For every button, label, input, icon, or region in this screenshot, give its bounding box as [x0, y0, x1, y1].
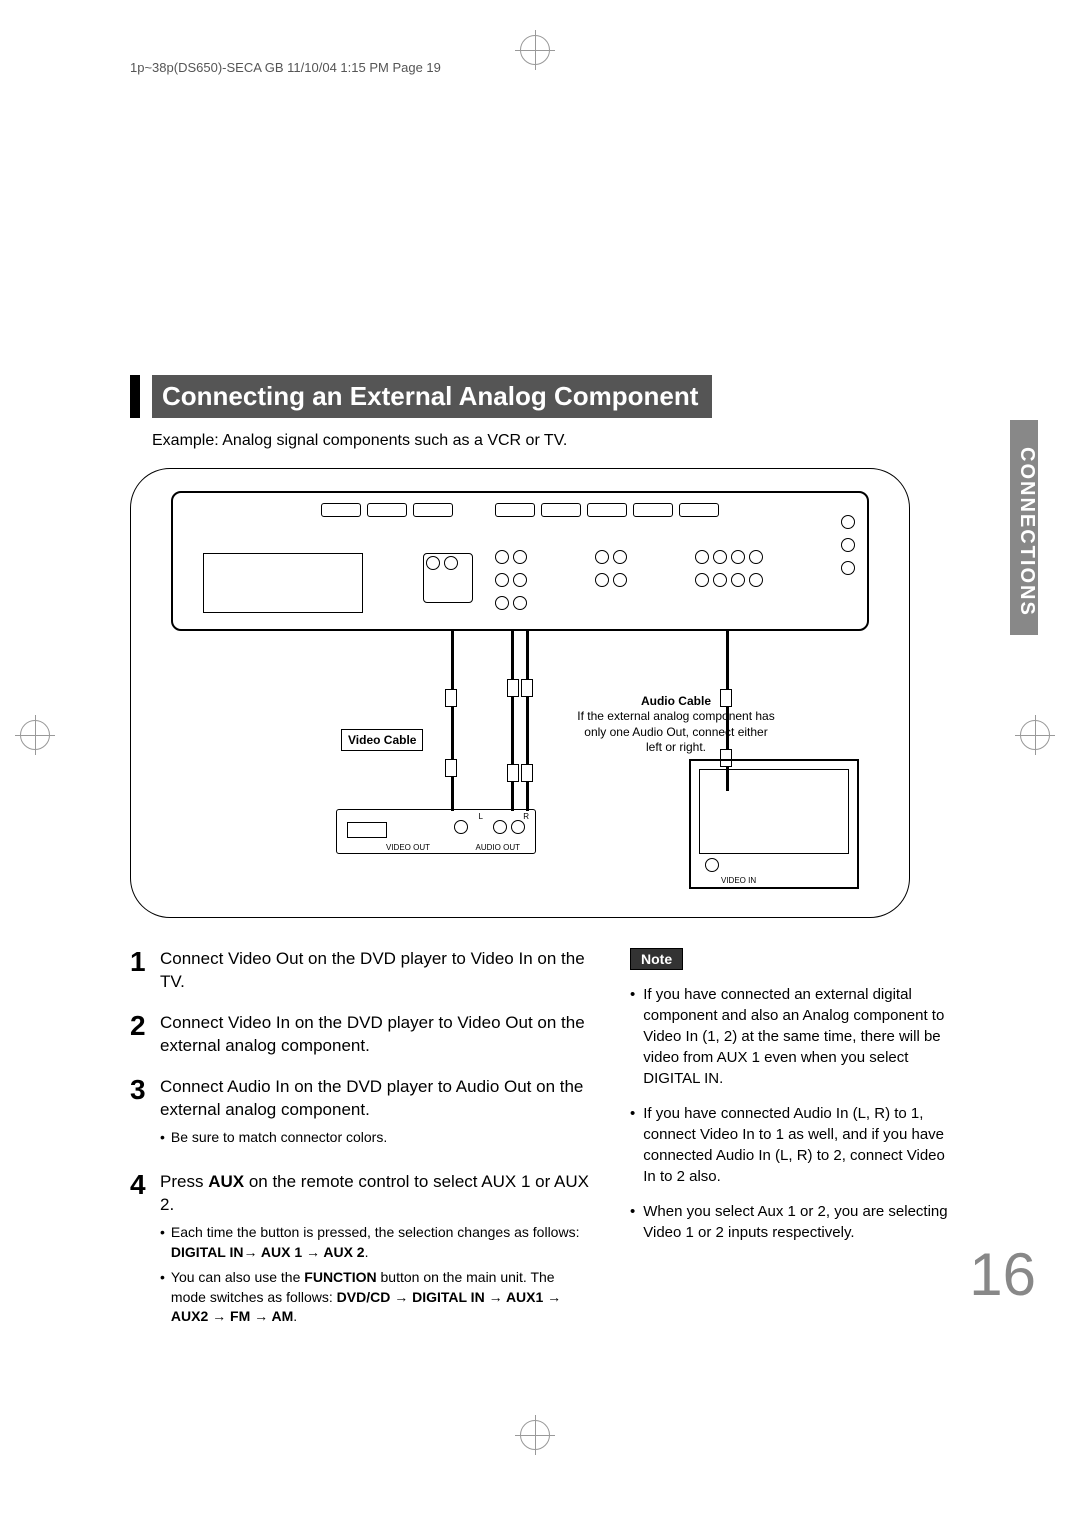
step-body: Connect Video In on the DVD player to Vi…: [160, 1012, 590, 1058]
title-row: Connecting an External Analog Component: [130, 375, 950, 418]
vcr-l-label: L: [479, 812, 483, 821]
step: 3Connect Audio In on the DVD player to A…: [130, 1076, 590, 1153]
subtitle: Example: Analog signal components such a…: [152, 432, 950, 450]
step-number: 1: [130, 948, 160, 994]
note-item: When you select Aux 1 or 2, you are sele…: [630, 1201, 950, 1243]
page-title: Connecting an External Analog Component: [152, 375, 712, 418]
vcr-r-label: R: [523, 812, 529, 821]
step-number: 4: [130, 1171, 160, 1333]
step-number: 3: [130, 1076, 160, 1153]
vcr-audio-out-label: AUDIO OUT: [476, 843, 520, 852]
steps-column: 1Connect Video Out on the DVD player to …: [130, 948, 590, 1351]
connection-diagram: Video Cable Audio Cable If the external …: [130, 468, 910, 918]
step-sub: Each time the button is pressed, the sel…: [160, 1223, 590, 1327]
note-badge: Note: [630, 948, 683, 970]
dvd-back-panel: [171, 491, 869, 631]
vcr-video-out-label: VIDEO OUT: [386, 843, 430, 852]
note-item: If you have connected an external digita…: [630, 984, 950, 1089]
notes-column: Note If you have connected an external d…: [630, 948, 950, 1351]
title-accent-bar: [130, 375, 140, 418]
step: 1Connect Video Out on the DVD player to …: [130, 948, 590, 994]
page-header: 1p~38p(DS650)-SECA GB 11/10/04 1:15 PM P…: [130, 60, 950, 75]
step: 4Press AUX on the remote control to sele…: [130, 1171, 590, 1333]
audio-cable-label: Audio Cable: [576, 694, 776, 708]
section-tab: CONNECTIONS: [1010, 420, 1038, 635]
tv-video-in-label: VIDEO IN: [721, 876, 756, 885]
step-body: Press AUX on the remote control to selec…: [160, 1171, 590, 1333]
note-item: If you have connected Audio In (L, R) to…: [630, 1103, 950, 1187]
vcr-device: L R VIDEO OUT AUDIO OUT: [336, 809, 536, 854]
audio-cable-note: If the external analog component has onl…: [576, 709, 776, 756]
step-body: Connect Audio In on the DVD player to Au…: [160, 1076, 590, 1153]
video-cable-label: Video Cable: [341, 729, 423, 751]
step-body: Connect Video Out on the DVD player to V…: [160, 948, 590, 994]
step-number: 2: [130, 1012, 160, 1058]
notes-list: If you have connected an external digita…: [630, 984, 950, 1243]
page-number: 16: [969, 1240, 1036, 1309]
step: 2Connect Video In on the DVD player to V…: [130, 1012, 590, 1058]
tv-device: VIDEO IN: [689, 759, 859, 889]
step-sub: Be sure to match connector colors.: [160, 1128, 590, 1148]
